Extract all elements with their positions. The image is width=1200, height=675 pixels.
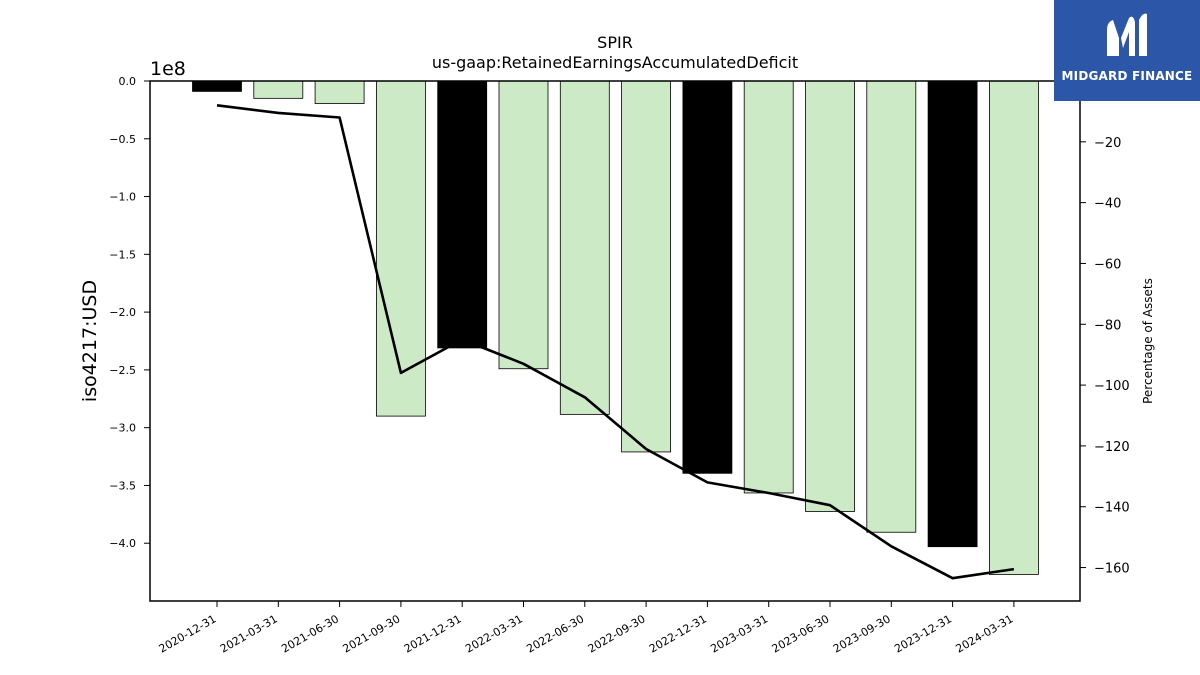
y-axis-multiplier: 1e8 [150,58,186,80]
bar-2021-03-31 [253,80,304,99]
x-tick-label: 2024-03-31 [954,612,1016,655]
bar-2023-12-31 [927,80,978,548]
logo-text: MIDGARD FINANCE [1061,69,1193,83]
x-tick-label: 2022-09-30 [586,612,648,655]
x-axis-ticks: 2020-12-31 2021-03-31 2021-06-30 2021-09-30… [157,601,1016,656]
x-tick-label: 2021-03-31 [218,612,280,655]
y2-tick-label: −120 [1094,440,1130,455]
bar-2022-09-30 [621,80,671,453]
y2-tick-label: −160 [1094,562,1130,577]
chart-title: SPIR [597,33,633,52]
plot-frame [149,80,1081,602]
y2-axis-label: Percentage of Assets [1141,278,1155,404]
y-tick-label: −2.0 [109,306,136,319]
y-tick-label: −1.0 [109,191,136,204]
bar-2020-12-31 [192,80,242,92]
x-tick-label: 2023-09-30 [831,612,893,655]
x-tick-label: 2020-12-31 [157,612,219,655]
bar-2022-03-31 [498,80,549,370]
bar-2023-03-31 [743,80,794,494]
y2-tick-label: −140 [1094,501,1130,516]
brand-logo: MIDGARD FINANCE [1054,0,1200,101]
y2-tick-label: −60 [1094,257,1121,272]
chart-subtitle: us-gaap:RetainedEarningsAccumulatedDefic… [432,53,798,72]
x-tick-label: 2023-03-31 [708,612,770,655]
y-tick-label: −1.5 [109,248,136,261]
y-tick-label: 0.0 [119,75,137,88]
logo-mark-icon [1107,13,1147,57]
x-tick-label: 2021-09-30 [341,612,403,655]
bar-2022-06-30 [559,80,610,415]
y-tick-label: −4.0 [109,537,136,550]
y2-axis-ticks: −20 −40 −60 −80 −100 −120 −140 −160 [1080,136,1130,577]
y2-tick-label: −20 [1094,136,1121,151]
line-series [216,104,1015,580]
y2-tick-label: −40 [1094,197,1121,212]
bar-2021-12-31 [437,80,488,349]
line-layer [216,104,1015,580]
x-tick-label: 2021-12-31 [402,612,464,655]
y2-tick-label: −80 [1094,318,1121,333]
y-tick-label: −0.5 [109,133,136,146]
bar-2022-12-31 [682,80,733,474]
y-axis-label: iso4217:USD [79,280,101,402]
y2-tick-label: −100 [1094,379,1130,394]
x-tick-label: 2023-12-31 [892,612,954,655]
y-tick-label: −2.5 [109,364,136,377]
bar-2024-03-31 [989,80,1039,575]
x-tick-label: 2022-03-31 [463,612,525,655]
x-tick-label: 2022-06-30 [524,612,586,655]
x-tick-label: 2023-06-30 [770,612,832,655]
y-axis-ticks: 0.0 −0.5 −1.0 −1.5 −2.0 −2.5 −3.0 −3.5 −4.0 [109,75,150,550]
bars-layer [192,80,1039,575]
y-tick-label: −3.5 [109,479,136,492]
x-tick-label: 2022-12-31 [647,612,709,655]
bar-2021-09-30 [375,80,426,417]
bar-2023-06-30 [805,80,855,512]
bar-2023-09-30 [866,80,917,533]
y-tick-label: −3.0 [109,422,136,435]
x-tick-label: 2021-06-30 [279,612,341,655]
bar-2021-06-30 [314,80,365,104]
